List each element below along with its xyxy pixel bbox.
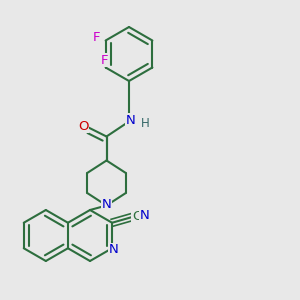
Text: C: C bbox=[132, 210, 141, 223]
Text: N: N bbox=[126, 113, 135, 127]
Text: N: N bbox=[102, 197, 111, 211]
Text: F: F bbox=[93, 31, 100, 44]
Text: N: N bbox=[109, 243, 118, 256]
Text: H: H bbox=[141, 117, 150, 130]
Text: F: F bbox=[100, 53, 108, 67]
Text: O: O bbox=[78, 119, 88, 133]
Text: N: N bbox=[140, 209, 149, 222]
